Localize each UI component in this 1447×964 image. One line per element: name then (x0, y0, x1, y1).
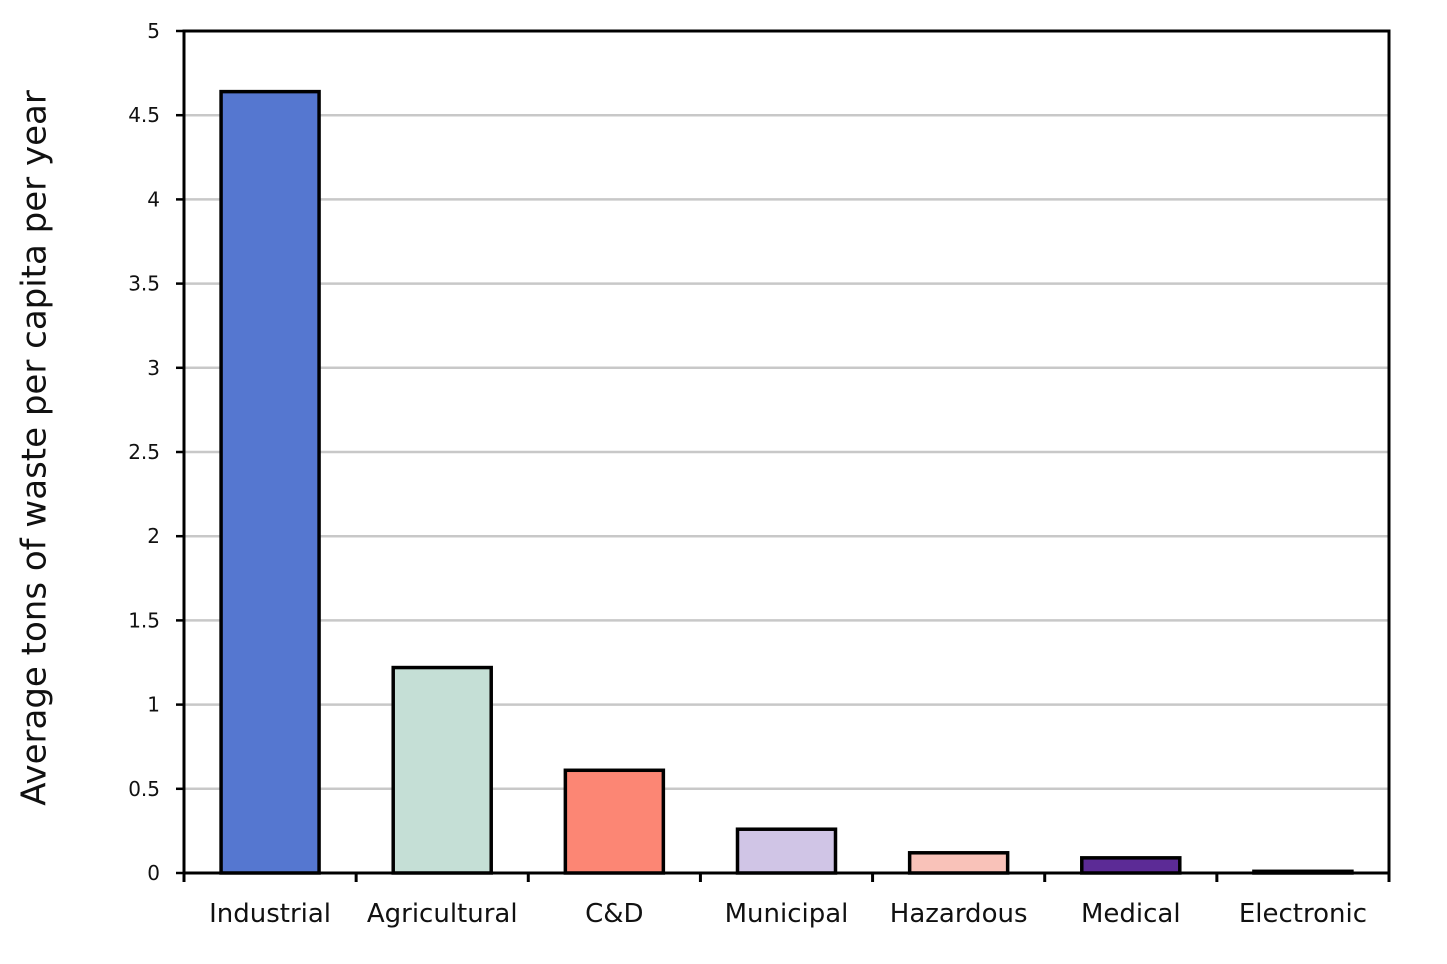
x-tick-label: Hazardous (890, 899, 1028, 929)
bars (219, 89, 1354, 875)
x-tick-label: Municipal (725, 899, 849, 929)
y-tick-label: 1 (147, 693, 160, 717)
y-tick-label: 2 (147, 524, 160, 548)
bar-c-d (563, 768, 666, 875)
x-tick-label: Electronic (1239, 899, 1367, 929)
y-axis-title: Average tons of waste per capita per yea… (15, 90, 55, 806)
bar-municipal (735, 827, 838, 875)
x-tick-label: Agricultural (367, 899, 518, 929)
y-tick-label: 3 (147, 356, 160, 380)
y-tick-label: 5 (147, 19, 160, 43)
bar-agricultural (391, 665, 493, 875)
bar-medical (1080, 856, 1182, 875)
y-tick-label: 4.5 (128, 103, 160, 127)
x-tick-label: C&D (585, 899, 643, 929)
y-tick-label: 2.5 (128, 440, 160, 464)
y-axis-ticks: 0 0.5 1 1.5 2 2.5 3 3.5 4 4.5 5 (128, 19, 184, 885)
x-tick-label: Industrial (209, 899, 331, 929)
y-tick-label: 0.5 (128, 777, 160, 801)
y-tick-label: 1.5 (128, 608, 160, 632)
bar-hazardous (907, 851, 1010, 875)
x-axis-ticks: Industrial Agricultural C&D Municipal Hazard… (182, 873, 1391, 929)
y-tick-label: 4 (147, 187, 160, 211)
x-tick-label: Medical (1081, 899, 1181, 929)
bar-industrial (219, 89, 321, 875)
y-tick-label: 3.5 (128, 272, 160, 296)
y-tick-label: 0 (147, 861, 160, 885)
gridlines (184, 113, 1389, 791)
